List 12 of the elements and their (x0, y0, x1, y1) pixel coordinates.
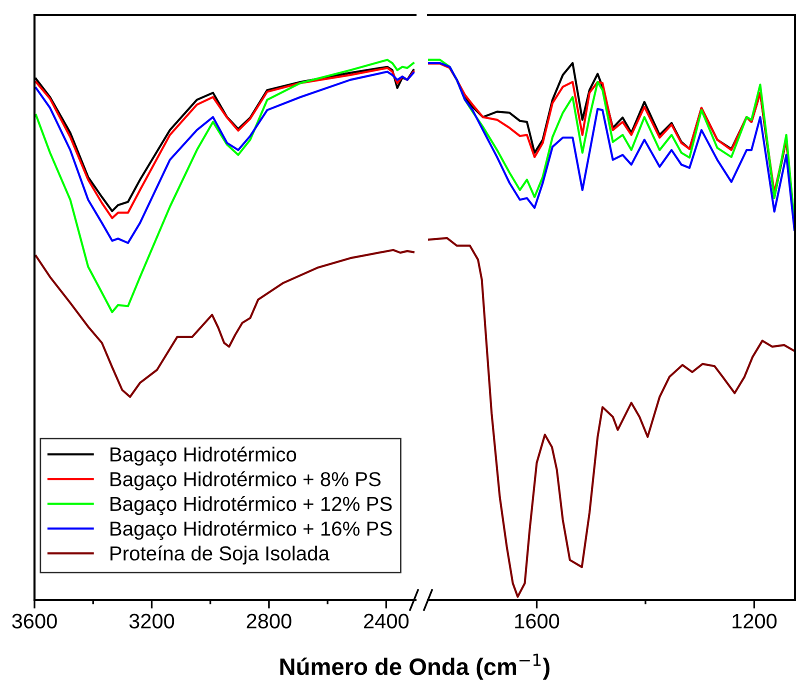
legend-label: Bagaço Hidrotérmico + 16% PS (110, 520, 392, 540)
x-tick-label: 2400 (364, 614, 409, 628)
x-axis-title: Número de Onda (cm$^{−1}$) (280, 654, 550, 680)
legend-label: Proteína de Soja Isolada (110, 546, 330, 565)
x-tick-label: 1600 (515, 614, 560, 628)
x-tick-label: 3200 (129, 614, 174, 628)
x-tick-label: 3600 (12, 614, 57, 628)
legend-label: Bagaço Hidrotérmico + 12% PS (110, 496, 392, 516)
x-tick-label: 2800 (246, 614, 292, 628)
legend-label: Bagaço Hidrotérmico + 8% PS (110, 471, 381, 490)
x-tick-label: 1200 (732, 614, 777, 628)
legend-label: Bagaço Hidrotérmico (110, 446, 296, 466)
